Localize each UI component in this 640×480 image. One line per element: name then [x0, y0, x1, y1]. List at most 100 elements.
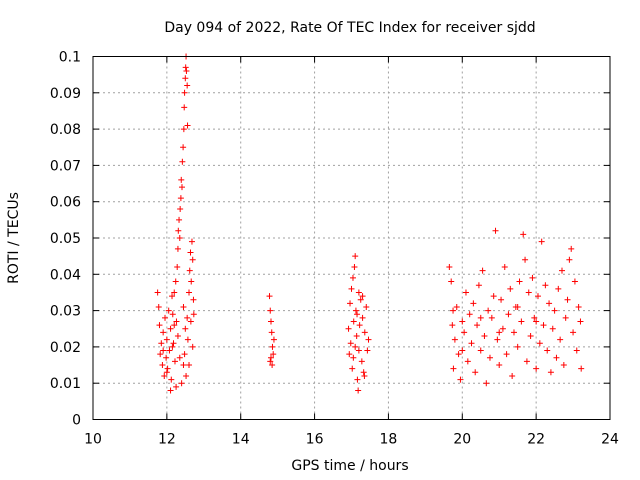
- data-points: [154, 53, 585, 394]
- data-point-plus: [186, 289, 193, 296]
- data-point-plus: [359, 293, 366, 300]
- data-point-plus: [571, 278, 578, 285]
- data-point-plus: [475, 282, 482, 289]
- chart-title: Day 094 of 2022, Rate Of TEC Index for r…: [164, 20, 535, 36]
- data-point-plus: [531, 314, 538, 321]
- y-tick-label: 0: [72, 413, 81, 429]
- data-point-plus: [457, 376, 464, 383]
- y-tick-label: 0.06: [50, 195, 81, 211]
- data-point-plus: [269, 362, 276, 369]
- data-point-plus: [167, 325, 174, 332]
- data-point-plus: [474, 322, 481, 329]
- data-point-plus: [448, 278, 455, 285]
- data-point-plus: [156, 322, 163, 329]
- data-point-plus: [171, 322, 178, 329]
- data-point-plus: [173, 318, 180, 325]
- data-point-plus: [154, 289, 161, 296]
- data-point-plus: [453, 303, 460, 310]
- data-point-plus: [190, 296, 197, 303]
- data-point-plus: [158, 340, 165, 347]
- data-point-plus: [516, 278, 523, 285]
- data-point-plus: [477, 347, 484, 354]
- data-point-plus: [169, 311, 176, 318]
- data-point-plus: [345, 325, 352, 332]
- x-axis-label: GPS time / hours: [291, 458, 408, 474]
- data-point-plus: [170, 340, 177, 347]
- data-point-plus: [578, 365, 585, 372]
- data-point-plus: [184, 336, 191, 343]
- grid-lines: [93, 56, 610, 420]
- data-point-plus: [355, 387, 362, 394]
- data-point-plus: [501, 264, 508, 271]
- data-point-plus: [178, 184, 185, 191]
- data-point-plus: [173, 383, 180, 390]
- data-point-plus: [468, 340, 475, 347]
- data-point-plus: [570, 329, 577, 336]
- data-point-plus: [350, 318, 357, 325]
- data-point-plus: [352, 307, 359, 314]
- data-point-plus: [509, 372, 516, 379]
- data-point-plus: [169, 343, 176, 350]
- data-point-plus: [533, 365, 540, 372]
- data-point-plus: [163, 336, 170, 343]
- data-point-plus: [534, 293, 541, 300]
- data-point-plus: [557, 336, 564, 343]
- data-point-plus: [518, 318, 525, 325]
- data-point-plus: [553, 354, 560, 361]
- data-point-plus: [172, 278, 179, 285]
- data-point-plus: [174, 264, 181, 271]
- data-point-plus: [522, 256, 529, 263]
- data-point-plus: [182, 64, 189, 71]
- data-point-plus: [268, 329, 275, 336]
- data-point-plus: [503, 351, 510, 358]
- data-point-plus: [270, 336, 277, 343]
- data-point-plus: [488, 314, 495, 321]
- data-point-plus: [496, 329, 503, 336]
- data-point-plus: [186, 267, 193, 274]
- data-point-plus: [575, 303, 582, 310]
- data-point-plus: [540, 322, 547, 329]
- y-axis-label: ROTI / TECUs: [6, 192, 22, 284]
- data-point-plus: [267, 307, 274, 314]
- data-point-plus: [174, 333, 181, 340]
- data-point-plus: [450, 307, 457, 314]
- data-point-plus: [446, 264, 453, 271]
- data-point-plus: [186, 362, 193, 369]
- data-point-plus: [483, 380, 490, 387]
- data-point-plus: [164, 365, 171, 372]
- data-point-plus: [346, 351, 353, 358]
- y-tick-label: 0.05: [50, 231, 81, 247]
- data-point-plus: [167, 387, 174, 394]
- data-point-plus: [577, 318, 584, 325]
- data-point-plus: [188, 238, 195, 245]
- data-point-plus: [353, 333, 360, 340]
- data-point-plus: [461, 329, 468, 336]
- data-point-plus: [558, 267, 565, 274]
- x-tick-label: 10: [84, 432, 102, 448]
- data-point-plus: [189, 343, 196, 350]
- data-point-plus: [564, 296, 571, 303]
- data-point-plus: [507, 285, 514, 292]
- y-tick-label: 0.1: [59, 50, 81, 66]
- data-point-plus: [492, 227, 499, 234]
- data-point-plus: [494, 336, 501, 343]
- data-point-plus: [364, 347, 371, 354]
- data-point-plus: [566, 256, 573, 263]
- data-point-plus: [562, 314, 569, 321]
- data-point-plus: [544, 347, 551, 354]
- data-point-plus: [180, 362, 187, 369]
- data-point-plus: [514, 343, 521, 350]
- data-point-plus: [184, 314, 191, 321]
- data-point-plus: [181, 351, 188, 358]
- y-tick-label: 0.09: [50, 86, 81, 102]
- y-tick-label: 0.01: [50, 376, 81, 392]
- data-point-plus: [190, 311, 197, 318]
- data-point-plus: [459, 347, 466, 354]
- x-tick-label: 16: [306, 432, 324, 448]
- data-point-plus: [182, 325, 189, 332]
- data-point-plus: [183, 68, 190, 75]
- data-point-plus: [162, 314, 169, 321]
- data-point-plus: [348, 285, 355, 292]
- data-point-plus: [176, 235, 183, 241]
